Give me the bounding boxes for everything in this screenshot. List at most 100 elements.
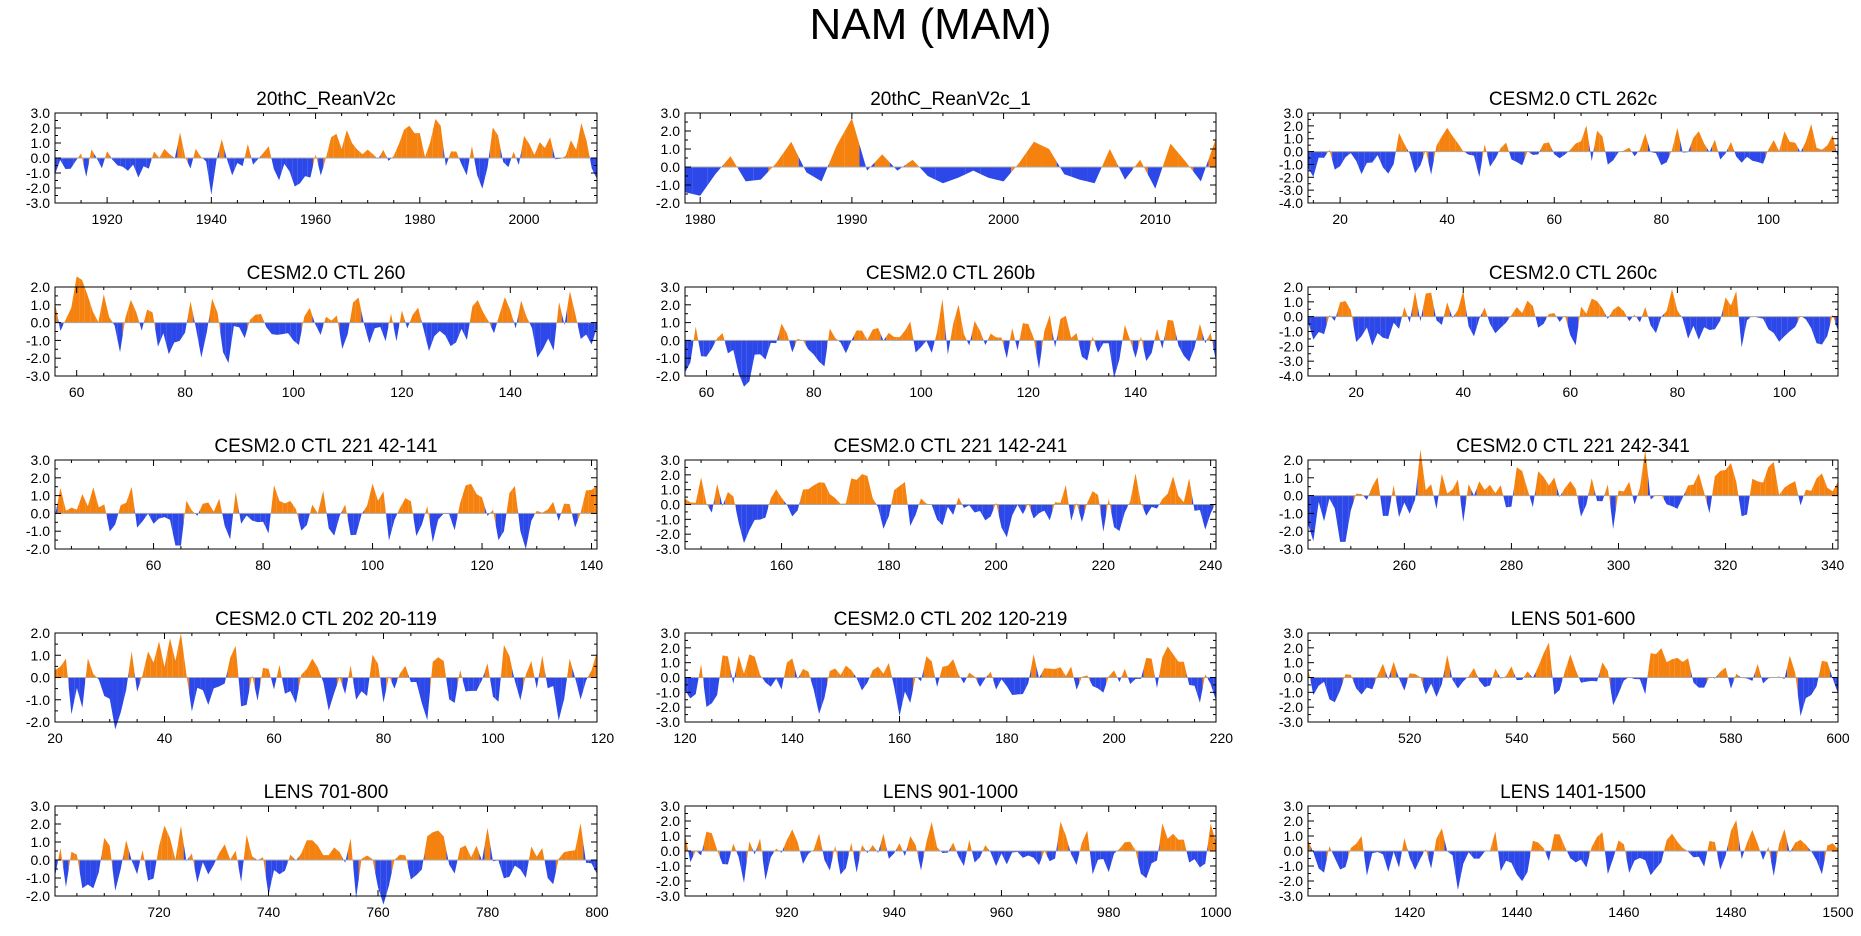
- x-tick-label: 580: [1719, 730, 1743, 746]
- data-area-305: [1642, 449, 1648, 496]
- data-area-517: [1390, 661, 1397, 678]
- data-area-39: [156, 641, 162, 678]
- data-area-83: [827, 328, 833, 348]
- data-area-64: [725, 340, 731, 354]
- data-area-232: [1165, 484, 1171, 505]
- data-area-927: [821, 846, 828, 866]
- data-area-1445: [1540, 845, 1547, 855]
- data-area-77: [166, 322, 172, 355]
- data-area-257: [1385, 495, 1391, 516]
- data-area-1410: [1353, 839, 1359, 851]
- y-tick-label: 1.0: [1284, 828, 1304, 844]
- data-area-132: [464, 322, 470, 341]
- data-area-913: [746, 841, 753, 863]
- data-area-12: [1310, 316, 1317, 340]
- data-area-1953: [276, 158, 282, 181]
- x-tick-label: 40: [157, 730, 173, 746]
- data-area-93: [331, 513, 337, 536]
- data-area-91: [320, 490, 326, 514]
- data-area-1467: [1658, 851, 1665, 866]
- data-area-947: [929, 822, 935, 851]
- data-area-86: [843, 340, 849, 354]
- data-area-211: [1170, 650, 1176, 678]
- data-area-737: [249, 845, 255, 860]
- data-area-129: [1073, 333, 1080, 345]
- data-area-263: [1417, 449, 1424, 496]
- data-area-551: [1573, 662, 1579, 678]
- data-area-966: [1030, 851, 1037, 862]
- data-area-1405: [1326, 846, 1333, 860]
- data-area-63: [1567, 146, 1573, 153]
- data-area-591: [1787, 655, 1793, 678]
- data-area-210: [1047, 504, 1053, 521]
- data-area-2001: [1011, 152, 1027, 173]
- data-area-70: [205, 502, 212, 514]
- data-area-1478: [1717, 851, 1723, 870]
- data-area-149: [1181, 340, 1187, 359]
- data-area-799: [588, 860, 595, 869]
- data-area-139: [1127, 332, 1133, 350]
- data-area-986: [1138, 851, 1144, 877]
- data-area-28: [1396, 316, 1402, 329]
- data-area-62: [282, 677, 288, 694]
- data-area-57: [254, 677, 261, 701]
- data-area-53: [1514, 151, 1520, 164]
- y-tick-label: 2.0: [661, 123, 681, 139]
- data-area-2002: [531, 148, 538, 158]
- data-area-2013: [1193, 159, 1209, 182]
- data-area-554: [1589, 677, 1595, 682]
- data-area-171: [955, 666, 962, 679]
- data-area-1422: [1417, 851, 1424, 865]
- data-area-133: [752, 655, 758, 678]
- data-area-576: [1706, 676, 1713, 683]
- data-area-73: [144, 309, 150, 323]
- data-area-136: [1111, 340, 1117, 378]
- data-area-98: [279, 322, 286, 335]
- data-area-777: [468, 851, 474, 860]
- data-area-585: [1755, 664, 1761, 678]
- data-area-752: [331, 847, 337, 860]
- data-area-1977: [401, 127, 407, 158]
- x-tick-label: 220: [1210, 730, 1234, 746]
- x-tick-label: 1460: [1608, 904, 1639, 920]
- data-area-1954: [281, 158, 287, 173]
- data-area-1915: [78, 153, 84, 166]
- panel-title: LENS 901-1000: [883, 782, 1018, 803]
- data-area-207: [1148, 658, 1155, 678]
- x-tick-label: 280: [1500, 557, 1524, 573]
- data-area-297: [1599, 492, 1606, 502]
- data-area-21: [1342, 151, 1349, 162]
- data-area-144: [1154, 328, 1160, 341]
- data-area-1937: [193, 148, 199, 159]
- data-area-1459: [1615, 840, 1622, 851]
- data-area-80: [380, 677, 387, 703]
- data-area-534: [1481, 677, 1488, 688]
- data-area-202: [1122, 668, 1128, 678]
- data-area-145: [816, 677, 822, 714]
- data-area-785: [512, 860, 518, 872]
- data-area-955: [971, 851, 978, 863]
- x-tick-label: 560: [1612, 730, 1636, 746]
- data-area-156: [594, 322, 597, 337]
- x-tick-label: 200: [1102, 730, 1126, 746]
- data-area-60: [1567, 316, 1573, 341]
- y-tick-label: -1.0: [656, 177, 680, 193]
- y-tick-label: -2.0: [1279, 169, 1303, 185]
- data-area-97: [274, 322, 280, 335]
- data-area-108: [413, 513, 420, 537]
- y-tick-label: 3.0: [661, 279, 681, 295]
- data-area-1975: [391, 149, 397, 159]
- data-area-103: [307, 307, 313, 323]
- data-area-32: [1401, 138, 1408, 152]
- x-tick-label: 60: [1563, 384, 1579, 400]
- data-area-1998: [965, 167, 981, 175]
- y-tick-label: -2.0: [656, 699, 680, 715]
- data-area-722: [167, 831, 173, 860]
- data-area-1466: [1653, 851, 1659, 872]
- y-tick-label: -2.0: [26, 180, 50, 196]
- x-tick-label: 100: [481, 730, 505, 746]
- panel-title: CESM2.0 CTL 221 42-141: [214, 436, 437, 457]
- data-area-282: [1519, 469, 1525, 496]
- data-area-153: [578, 322, 584, 339]
- data-area-38: [150, 652, 157, 678]
